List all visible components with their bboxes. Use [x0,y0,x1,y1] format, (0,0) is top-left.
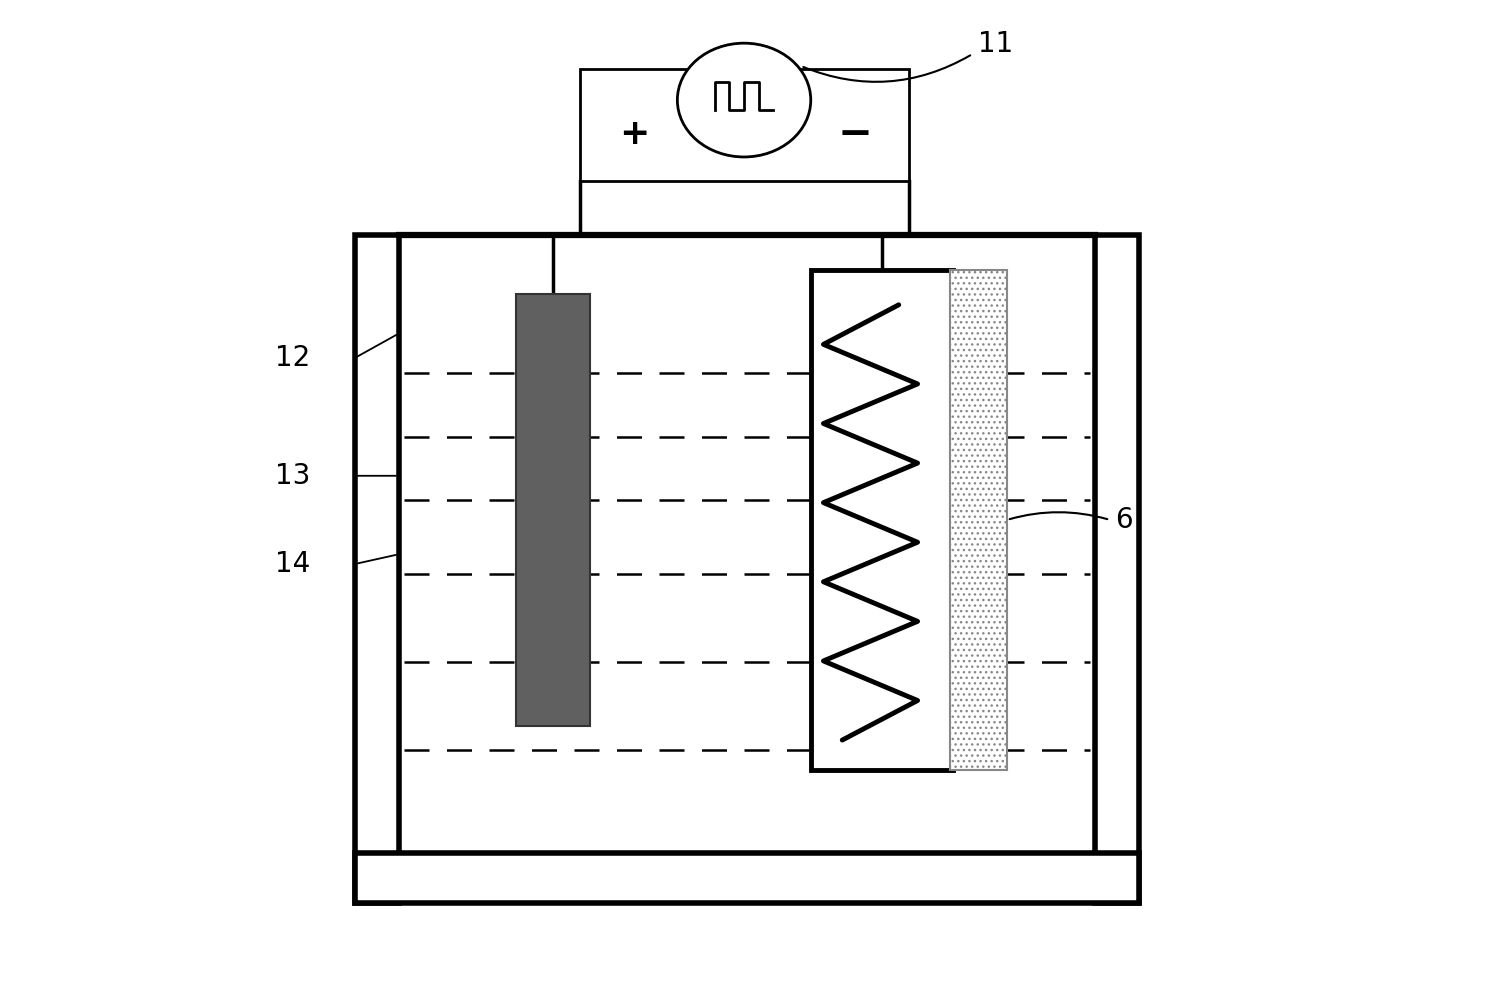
Bar [580,69,908,181]
Text: 14: 14 [275,550,311,578]
Text: −: − [838,113,872,155]
Bar [1095,235,1140,903]
Text: 12: 12 [275,344,311,372]
Ellipse shape [677,43,811,157]
Bar [354,853,1140,903]
Text: 11: 11 [977,30,1013,58]
Bar [517,294,590,726]
FancyArrowPatch shape [804,55,970,81]
Text: +: + [619,117,650,151]
Bar [811,270,953,770]
Bar [399,235,1095,853]
Bar [354,235,399,903]
Text: 13: 13 [275,462,311,490]
Bar [950,270,1007,770]
Text: 6: 6 [1115,506,1132,534]
Bar [811,270,953,770]
FancyArrowPatch shape [1010,512,1107,519]
